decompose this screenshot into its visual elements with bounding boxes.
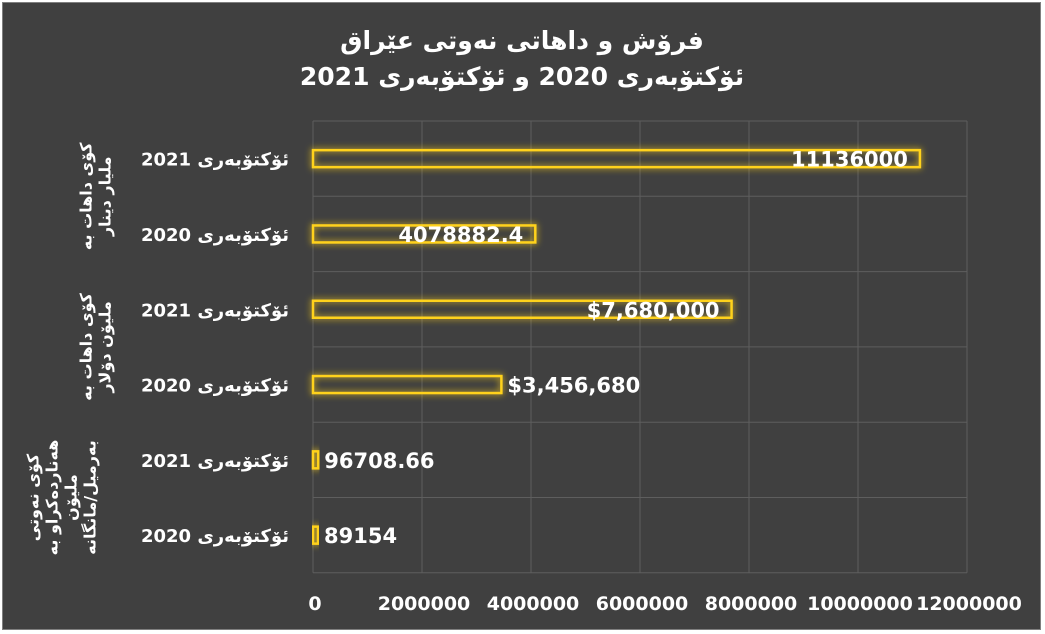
category-label: ئۆکتۆبەری 2021	[141, 150, 289, 171]
data-label: $7,680,000	[587, 298, 720, 322]
bars	[311, 148, 922, 545]
x-tick-label: 10000000	[807, 593, 913, 615]
bar	[311, 525, 320, 545]
group-label: ملیۆن دۆلار	[96, 301, 115, 394]
category-label: ئۆکتۆبەری 2021	[141, 451, 289, 472]
bar	[311, 148, 922, 169]
data-label: 11136000	[791, 148, 908, 172]
group-label: کۆی داهات بە	[77, 142, 96, 250]
x-tick-label: 4000000	[487, 593, 580, 615]
data-label: 4078882.4	[398, 223, 523, 247]
data-label: 89154	[324, 524, 397, 548]
x-tick-label: 2000000	[378, 593, 471, 615]
bar	[311, 299, 733, 319]
x-tick-label: 8000000	[705, 593, 798, 615]
group-label: کۆی نەوتی	[24, 453, 43, 541]
category-label: ئۆکتۆبەری 2020	[141, 376, 289, 397]
chart-title-line-2: ئۆکتۆبەری 2020 و ئۆکتۆبەری 2021	[300, 62, 744, 92]
bar	[311, 450, 320, 470]
category-label: ئۆکتۆبەری 2021	[141, 300, 289, 321]
gridlines	[312, 120, 968, 574]
bar-chart: فرۆش و داهاتی نەوتی عێراق ئۆکتۆبەری 2020…	[24, 26, 1022, 615]
chart-title-line-1: فرۆش و داهاتی نەوتی عێراق	[340, 26, 704, 56]
category-label: ئۆکتۆبەری 2020	[141, 225, 289, 246]
x-tick-label: 12000000	[916, 593, 1022, 615]
category-label: ئۆکتۆبەری 2020	[141, 526, 289, 547]
data-label: $3,456,680	[507, 374, 640, 398]
group-label: ملیۆن	[62, 474, 81, 521]
bar	[311, 224, 537, 244]
data-labels: 11136000 4078882.4 $7,680,000 $3,456,680 967…	[324, 148, 908, 549]
group-label: کۆی داهات بە	[77, 292, 96, 400]
bar	[311, 374, 503, 395]
group-label: هەناردەکراو بە	[43, 440, 62, 556]
x-tick-label: 0	[308, 593, 321, 615]
x-axis-ticks: 0 2000000 4000000 6000000 8000000 10000000 120…	[308, 593, 1022, 615]
category-labels: ئۆکتۆبەری 2021 ئۆکتۆبەری 2020 ئۆکتۆبەری 20…	[141, 150, 289, 548]
data-label: 96708.66	[324, 449, 434, 473]
group-label: بەرمیل/مانگانە	[81, 440, 100, 554]
group-label: ملیار دینار	[96, 156, 115, 237]
x-tick-label: 6000000	[596, 593, 689, 615]
